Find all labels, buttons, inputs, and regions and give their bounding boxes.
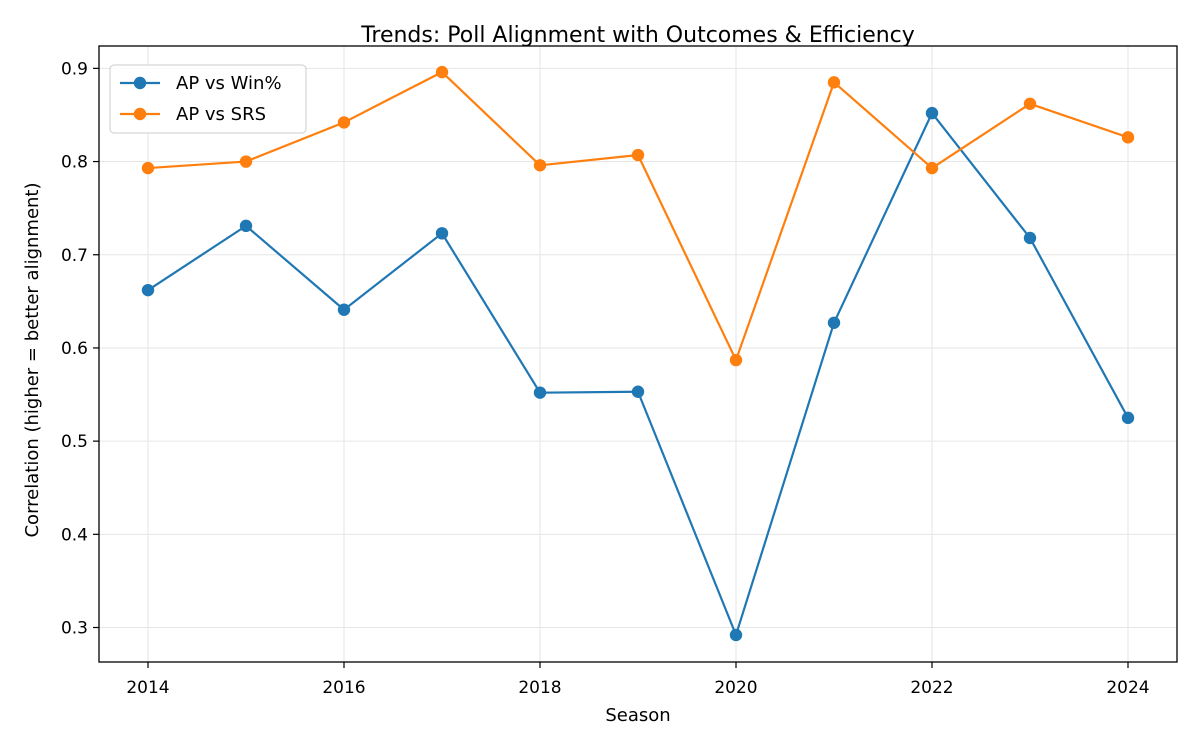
data-point bbox=[337, 303, 351, 316]
data-point bbox=[1121, 411, 1135, 425]
legend-label: AP vs Win% bbox=[176, 73, 282, 94]
x-tick-label: 2024 bbox=[1106, 678, 1149, 698]
data-point bbox=[141, 161, 155, 175]
data-point bbox=[827, 316, 841, 329]
data-point bbox=[827, 76, 841, 89]
data-point bbox=[1121, 131, 1135, 144]
data-point bbox=[729, 353, 743, 367]
data-point bbox=[141, 283, 155, 297]
chart-title: Trends: Poll Alignment with Outcomes & E… bbox=[360, 23, 915, 48]
x-tick-label: 2022 bbox=[910, 678, 953, 698]
data-point bbox=[1023, 97, 1037, 110]
data-point bbox=[435, 227, 449, 240]
plot-frame bbox=[98, 45, 1178, 663]
x-tick-label: 2016 bbox=[322, 678, 365, 698]
y-tick-label: 0.7 bbox=[61, 246, 88, 266]
x-tick-label: 2020 bbox=[714, 678, 757, 698]
y-tick-label: 0.3 bbox=[61, 619, 88, 639]
y-tick-label: 0.8 bbox=[61, 153, 88, 173]
series-line bbox=[147, 111, 1129, 637]
x-axis-label: Season bbox=[605, 705, 670, 726]
x-axis-ticks: 2014 2016 2018 2020 2022 2024 bbox=[126, 662, 1150, 698]
y-axis-ticks: 0.3 0.4 0.5 0.6 0.7 0.8 0.9 bbox=[61, 59, 99, 639]
data-point bbox=[533, 386, 547, 399]
data-point bbox=[239, 155, 253, 168]
y-tick-label: 0.4 bbox=[61, 525, 88, 545]
data-point bbox=[925, 106, 939, 120]
legend-entry: AP vs Win% bbox=[120, 73, 282, 94]
y-tick-label: 0.5 bbox=[61, 432, 88, 452]
legend-entry: AP vs SRS bbox=[120, 104, 266, 125]
series-layer bbox=[141, 65, 1135, 642]
y-axis-label: Correlation (higher = better alignment) bbox=[22, 182, 43, 537]
data-point bbox=[533, 159, 547, 172]
data-point bbox=[435, 65, 449, 79]
series-2 bbox=[141, 65, 1135, 367]
legend: AP vs Win% AP vs SRS bbox=[109, 64, 307, 134]
y-tick-label: 0.9 bbox=[61, 59, 88, 79]
legend-label: AP vs SRS bbox=[176, 104, 266, 125]
data-point bbox=[925, 161, 939, 175]
legend-marker bbox=[133, 107, 147, 121]
data-point bbox=[631, 148, 645, 162]
data-point bbox=[337, 116, 351, 129]
y-tick-label: 0.6 bbox=[61, 339, 88, 359]
x-tick-label: 2014 bbox=[126, 678, 169, 698]
data-point bbox=[1023, 231, 1037, 245]
x-tick-label: 2018 bbox=[518, 678, 561, 698]
data-point bbox=[239, 219, 253, 233]
grid-lines bbox=[99, 46, 1177, 662]
data-point bbox=[631, 385, 645, 398]
series-1 bbox=[141, 106, 1135, 642]
data-point bbox=[729, 628, 743, 642]
legend-marker bbox=[133, 76, 147, 90]
